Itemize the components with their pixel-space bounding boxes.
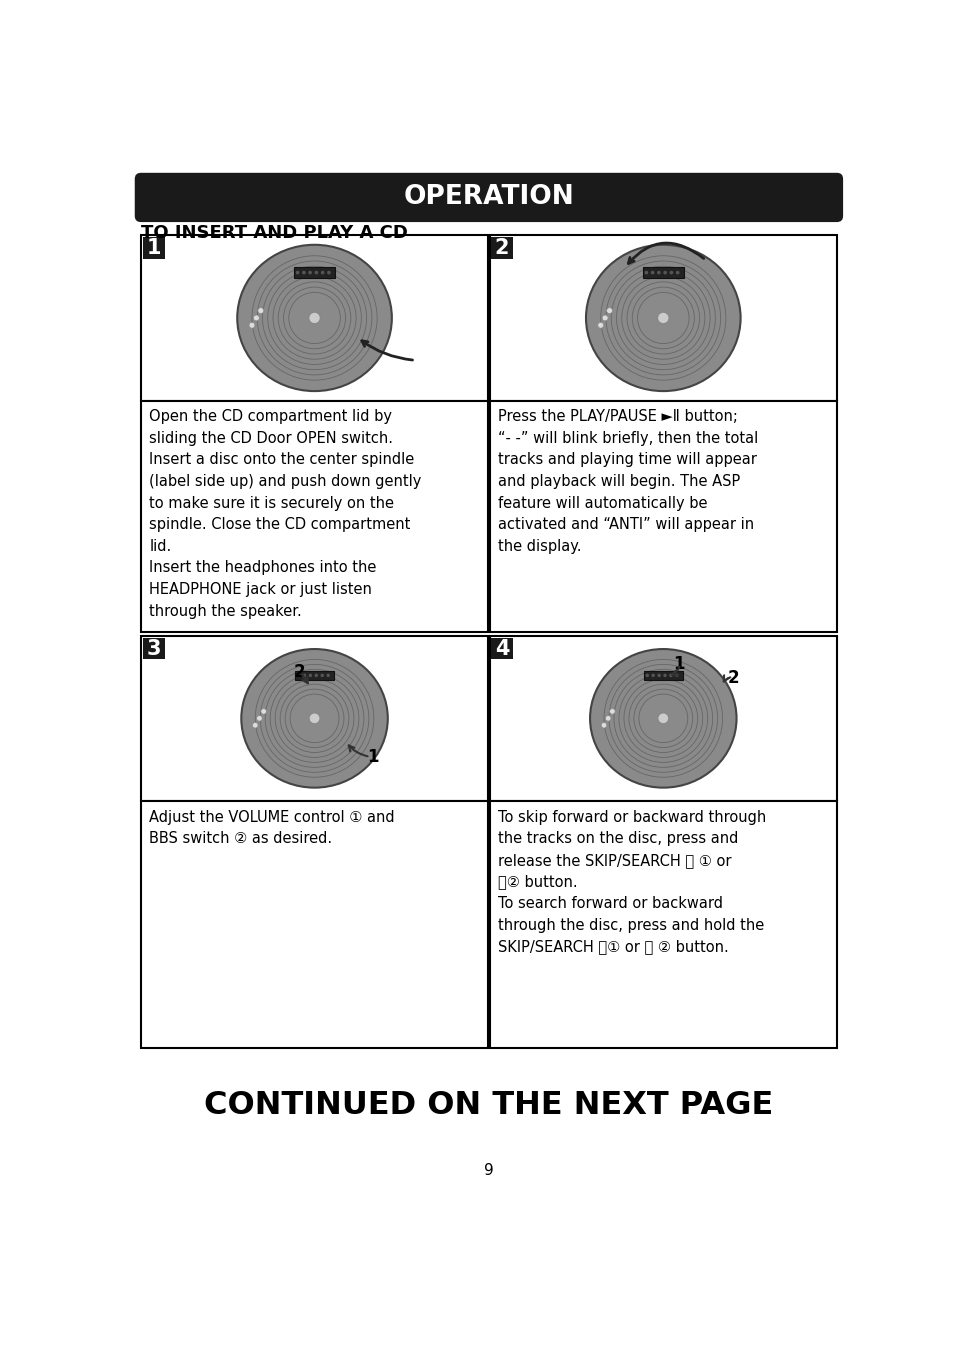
Bar xyxy=(489,801,836,1048)
Circle shape xyxy=(314,673,317,677)
Ellipse shape xyxy=(590,649,736,788)
Bar xyxy=(294,671,334,680)
Circle shape xyxy=(662,271,666,274)
Circle shape xyxy=(645,673,648,677)
Circle shape xyxy=(253,722,257,728)
Text: Press the PLAY/PAUSE ►Ⅱ button;
“- -” will blink briefly, then the total
tracks : Press the PLAY/PAUSE ►Ⅱ button; “- -” wi… xyxy=(497,409,758,553)
Bar xyxy=(141,635,488,801)
Circle shape xyxy=(308,271,312,274)
Circle shape xyxy=(309,713,320,724)
Bar xyxy=(489,401,836,631)
Circle shape xyxy=(256,716,262,721)
Circle shape xyxy=(320,271,324,274)
Ellipse shape xyxy=(237,245,392,391)
Text: 2: 2 xyxy=(495,239,509,258)
Bar xyxy=(143,237,165,259)
Circle shape xyxy=(327,271,331,274)
Circle shape xyxy=(668,673,672,677)
Circle shape xyxy=(309,312,320,324)
Circle shape xyxy=(657,713,668,724)
Text: 9: 9 xyxy=(483,1163,494,1178)
Circle shape xyxy=(309,673,312,677)
Circle shape xyxy=(249,322,254,328)
Text: TO INSERT AND PLAY A CD: TO INSERT AND PLAY A CD xyxy=(141,224,407,241)
Text: 2: 2 xyxy=(293,664,305,682)
Bar xyxy=(491,638,513,660)
Circle shape xyxy=(605,716,610,721)
Circle shape xyxy=(609,709,615,714)
Ellipse shape xyxy=(241,649,387,788)
Text: 1: 1 xyxy=(367,748,378,766)
Text: To skip forward or backward through
the tracks on the disc, press and
release th: To skip forward or backward through the … xyxy=(497,810,765,954)
Bar xyxy=(491,237,513,259)
Text: CONTINUED ON THE NEXT PAGE: CONTINUED ON THE NEXT PAGE xyxy=(204,1090,773,1120)
Circle shape xyxy=(296,673,300,677)
Bar xyxy=(141,236,488,401)
Bar xyxy=(141,401,488,631)
Bar xyxy=(489,635,836,801)
Text: 1: 1 xyxy=(147,239,161,258)
Circle shape xyxy=(257,308,263,313)
Circle shape xyxy=(675,271,679,274)
Text: 4: 4 xyxy=(495,639,509,658)
Circle shape xyxy=(598,322,603,328)
Text: Adjust the VOLUME control ① and
BBS switch ② as desired.: Adjust the VOLUME control ① and BBS swit… xyxy=(150,810,395,846)
Text: 2: 2 xyxy=(726,669,738,687)
Circle shape xyxy=(295,271,299,274)
Circle shape xyxy=(657,271,660,274)
Circle shape xyxy=(600,722,606,728)
Bar xyxy=(141,801,488,1048)
Text: OPERATION: OPERATION xyxy=(403,184,574,210)
Circle shape xyxy=(644,271,647,274)
Circle shape xyxy=(662,673,666,677)
Circle shape xyxy=(650,271,654,274)
Text: Open the CD compartment lid by
sliding the CD Door OPEN switch.
Insert a disc on: Open the CD compartment lid by sliding t… xyxy=(150,409,421,619)
Circle shape xyxy=(657,673,660,677)
Bar xyxy=(643,671,682,680)
Circle shape xyxy=(314,271,318,274)
Text: 3: 3 xyxy=(147,639,161,658)
Circle shape xyxy=(606,308,612,313)
Circle shape xyxy=(657,312,668,324)
Circle shape xyxy=(326,673,330,677)
Bar xyxy=(143,638,165,660)
Bar xyxy=(294,267,335,278)
Circle shape xyxy=(675,673,678,677)
Circle shape xyxy=(253,315,259,320)
Ellipse shape xyxy=(585,245,740,391)
Circle shape xyxy=(669,271,673,274)
Text: 1: 1 xyxy=(673,656,684,673)
Circle shape xyxy=(302,271,305,274)
Circle shape xyxy=(320,673,324,677)
Bar xyxy=(642,267,683,278)
Circle shape xyxy=(651,673,655,677)
Bar xyxy=(489,236,836,401)
Circle shape xyxy=(601,315,607,320)
FancyBboxPatch shape xyxy=(134,173,842,222)
Circle shape xyxy=(302,673,306,677)
Circle shape xyxy=(260,709,266,714)
